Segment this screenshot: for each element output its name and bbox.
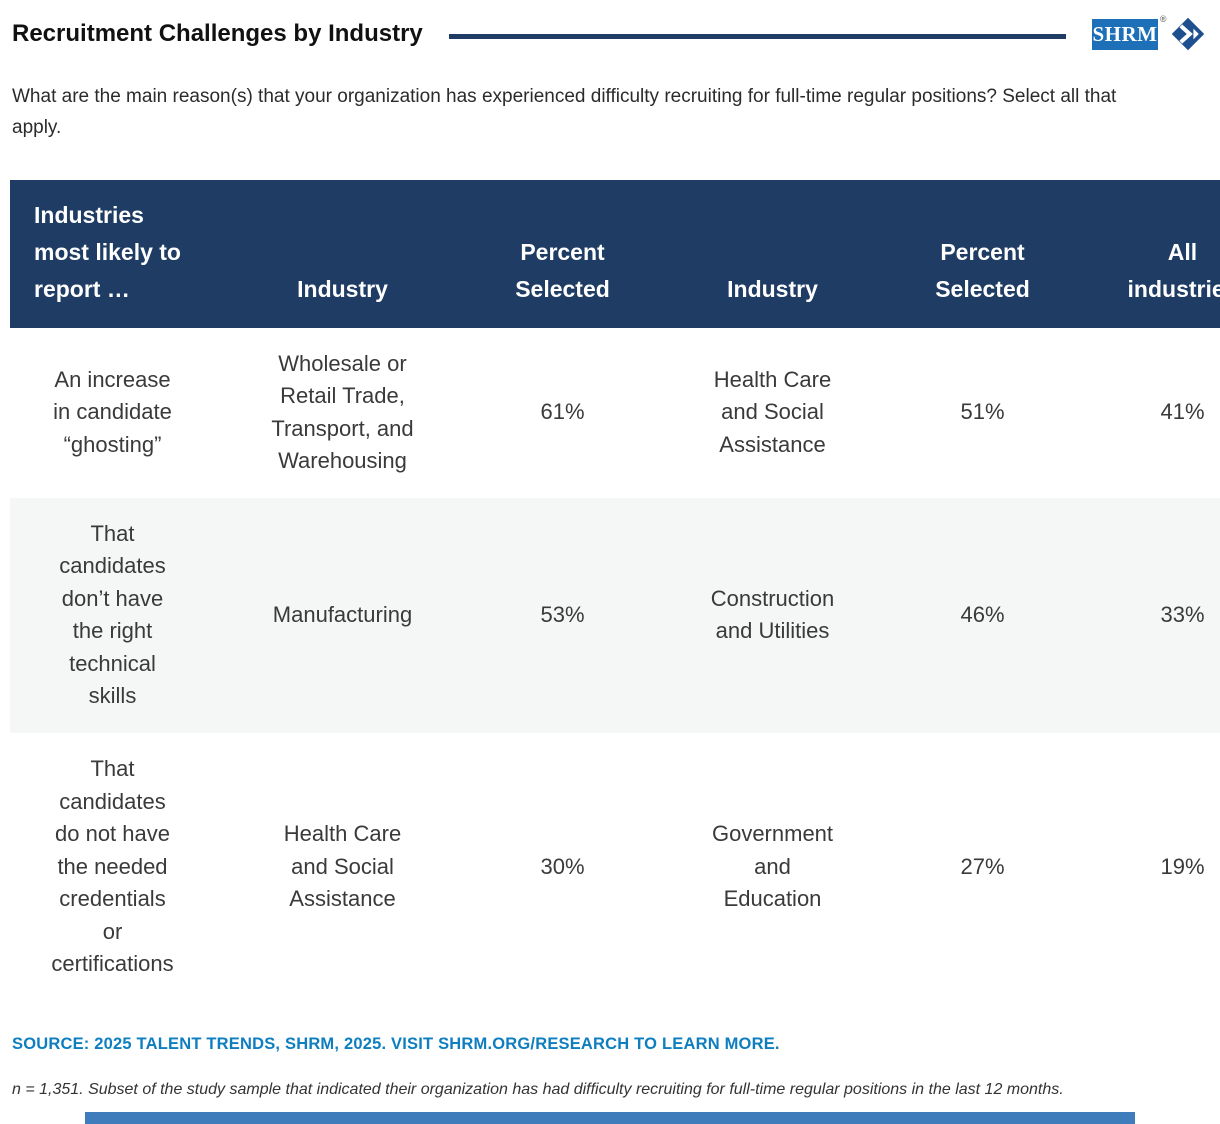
header-cell-industry-1: Industry [297,275,388,302]
industry-cell: Wholesale or Retail Trade, Transport, an… [271,350,414,474]
header-cell-percent-2: Percent Selected [935,238,1030,302]
shrm-logo-text: SHRM [1092,21,1158,46]
industry-cell: Health Care and Social Assistance [283,821,402,912]
industry-cell: Government and Education [711,821,834,912]
data-table: Industries most likely to report … Indus… [10,179,1220,1001]
header-cell-industry-2: Industry [727,275,818,302]
industry-cell: Construction and Utilities [710,585,835,644]
percent-cell: 30% [540,853,585,879]
reason-cell: An increase in candidate “ghosting” [53,366,172,457]
industry-cell: Health Care and Social Assistance [713,366,832,457]
table-row: An increase in candidate “ghosting” Whol… [10,328,1220,498]
percent-cell: 46% [960,602,1005,628]
all-industries-cell: 33% [1160,602,1205,628]
footnote: n = 1,351. Subset of the study sample th… [12,1080,1064,1098]
shrm-diamond-icon [1170,16,1206,52]
all-industries-cell: 41% [1160,399,1205,425]
percent-cell: 61% [540,399,585,425]
page-title: Recruitment Challenges by Industry [12,20,423,47]
percent-cell: 27% [960,853,1005,879]
percent-cell: 51% [960,399,1005,425]
table-header-row: Industries most likely to report … Indus… [10,179,1220,328]
reason-cell: That candidates do not have the needed c… [51,756,174,977]
percent-cell: 53% [540,602,585,628]
shrm-logo: SHRM ® [1092,14,1166,50]
logo-group: SHRM ® [1092,14,1206,52]
table-row: That candidates don’t have the right tec… [10,497,1220,733]
registered-mark: ® [1159,13,1167,24]
header-cell-all-industries: All industries [1127,238,1220,302]
header-cell-percent-1: Percent Selected [515,238,610,302]
masthead: Recruitment Challenges by Industry SHRM … [0,0,1220,52]
all-industries-cell: 19% [1160,853,1205,879]
table-row: That candidates do not have the needed c… [10,733,1220,1001]
data-table-clip: Industries most likely to report … Indus… [10,179,1220,1001]
industry-cell: Manufacturing [272,602,413,628]
source-line: SOURCE: 2025 TALENT TRENDS, SHRM, 2025. … [12,1034,780,1053]
footer-bar [85,1112,1135,1124]
survey-question: What are the main reason(s) that your or… [12,86,1117,138]
title-rule [448,33,1066,39]
reason-cell: That candidates don’t have the right tec… [59,520,166,709]
header-cell-reasons: Industries most likely to report … [34,202,181,302]
